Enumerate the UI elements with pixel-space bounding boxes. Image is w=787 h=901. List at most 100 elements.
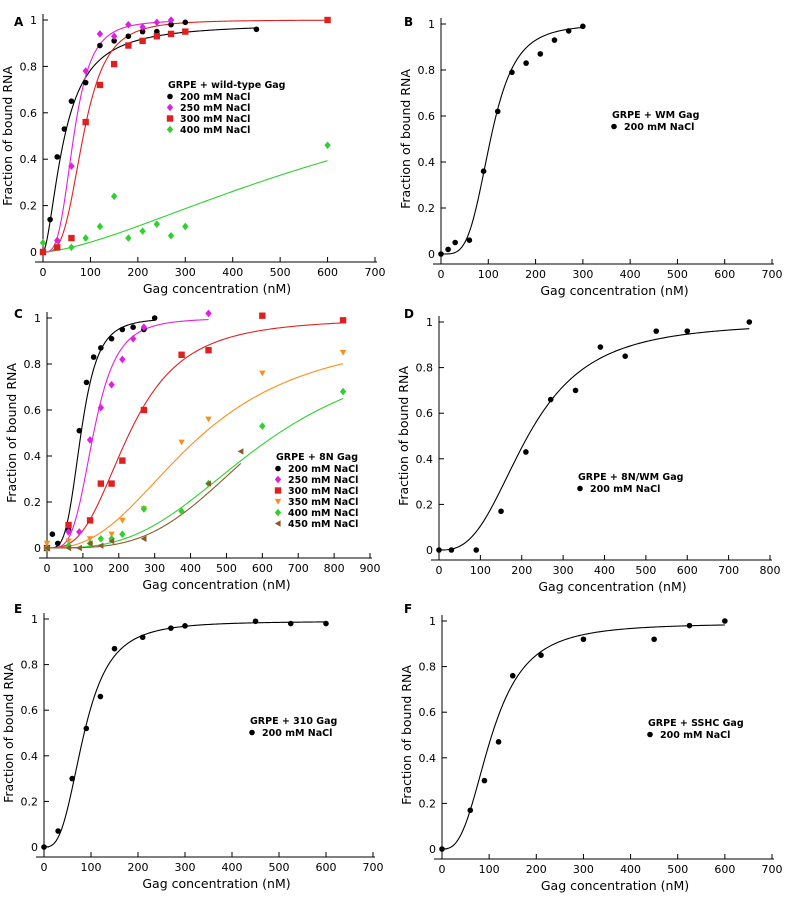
legend-marker (274, 475, 282, 484)
series-250-mm-nacl (54, 16, 175, 245)
data-point (83, 725, 90, 732)
x-tick-label: 200 (128, 861, 149, 874)
data-point (39, 238, 47, 247)
y-tick-label: 0.6 (21, 704, 39, 717)
data-point (39, 248, 47, 256)
y-tick-label: 0.8 (20, 60, 38, 73)
data-point (68, 98, 75, 104)
data-point (65, 538, 72, 545)
data-point (130, 324, 136, 331)
x-tick-label: 0 (44, 562, 51, 575)
panel-a: A 0 0.2 0.4 0.6 0.8 1 0 100 200 300 400 500 600 700 Gag… (0, 14, 386, 296)
legend-title: GRPE + SSHC Gag (648, 718, 744, 729)
x-tick-label: 200 (511, 564, 532, 577)
x-tick-label: 0 (436, 564, 443, 577)
x-tick-label: 800 (760, 564, 781, 577)
legend-label: 400 mM NaCl (180, 125, 250, 136)
fit-curve-250-mm-nacl (43, 21, 172, 253)
x-tick-label: 200 (525, 268, 546, 281)
y-tick-label: 0 (31, 841, 38, 854)
data-point (509, 69, 515, 76)
data-point (82, 234, 89, 242)
legend-title: GRPE + 8N/WM Gag (578, 472, 683, 483)
y-tick-label: 0.4 (416, 453, 434, 466)
panel-letter-d: D (404, 307, 414, 321)
data-point (445, 246, 451, 253)
data-point (287, 620, 294, 627)
data-point (339, 387, 347, 396)
data-point (153, 220, 161, 228)
x-tick-label: 400 (222, 266, 243, 279)
data-point (110, 192, 118, 201)
x-tick-label: 500 (635, 564, 656, 577)
data-point (167, 16, 175, 24)
x-axis-title: Gag concentration (nM) (142, 577, 290, 592)
data-point (495, 739, 502, 745)
data-point (182, 28, 189, 35)
series-400-mm-nacl (43, 387, 347, 552)
fit-curve-200-mm-nacl (438, 328, 750, 551)
data-point (49, 531, 56, 537)
legend-marker (577, 485, 583, 492)
data-point (139, 23, 146, 31)
data-point (98, 345, 104, 351)
panel-letter-c: C (14, 307, 23, 321)
x-tick-label: 100 (479, 863, 500, 876)
x-axis-title: Gag concentration (nM) (538, 579, 686, 594)
data-point (178, 439, 185, 446)
data-point (448, 547, 455, 553)
data-point (494, 108, 501, 115)
y-tick-label: 0.6 (419, 706, 437, 719)
x-tick-label: 700 (288, 562, 309, 575)
data-point (119, 530, 126, 538)
x-tick-label: 900 (360, 562, 381, 575)
data-point (54, 244, 61, 251)
data-point (551, 37, 558, 43)
data-point (54, 540, 61, 547)
legend-label: 200 mM NaCl (262, 728, 332, 739)
data-point (108, 480, 115, 487)
y-tick-label: 0.4 (419, 752, 437, 765)
series-200-mm-nacl (438, 23, 586, 257)
x-tick-label: 800 (324, 562, 345, 575)
y-tick-label: 0.2 (416, 498, 434, 511)
data-point (580, 23, 586, 30)
data-point (69, 775, 75, 782)
y-tick-label: 0 (428, 248, 435, 261)
data-point (339, 317, 347, 324)
fit-curve-200-mm-nacl (441, 624, 725, 850)
legend-marker (249, 729, 255, 736)
fit-curve-300-mm-nacl (47, 322, 344, 549)
data-point (139, 37, 146, 45)
y-tick-label: 0.8 (24, 358, 42, 371)
series-300-mm-nacl (43, 312, 347, 552)
fit-curve-300-mm-nacl (43, 19, 328, 253)
legend-marker (166, 103, 174, 112)
x-axis-title: Gag concentration (nM) (142, 876, 290, 891)
legend-label: 250 mM NaCl (288, 475, 358, 486)
x-tick-label: 400 (620, 863, 641, 876)
series-200-mm-nacl (439, 618, 728, 852)
data-point (119, 355, 126, 364)
legend-label: 400 mM NaCl (288, 508, 358, 519)
data-point (323, 620, 329, 627)
data-point (205, 416, 212, 423)
panel-e: E 0 0.2 0.4 0.6 0.8 1 0 100 200 300 400 500 600 700 Gag… (1, 602, 384, 891)
legend-label: 200 mM NaCl (590, 484, 660, 495)
data-point (467, 807, 474, 814)
x-tick-label: 200 (526, 863, 547, 876)
data-point (684, 328, 691, 334)
data-point (110, 32, 118, 41)
legend-label: 300 mM NaCl (288, 486, 358, 497)
data-point (151, 315, 158, 321)
data-point (622, 353, 628, 360)
y-tick-label: 1 (30, 14, 37, 27)
x-tick-label: 300 (175, 861, 196, 874)
data-point (523, 60, 529, 66)
data-point (68, 162, 75, 170)
fit-curve-200-mm-nacl (441, 26, 583, 255)
data-point (96, 222, 104, 231)
panel-c: C 0 0.2 0.4 0.6 0.8 1 0 100 200 300 400 500 600 700 800… (4, 307, 381, 592)
